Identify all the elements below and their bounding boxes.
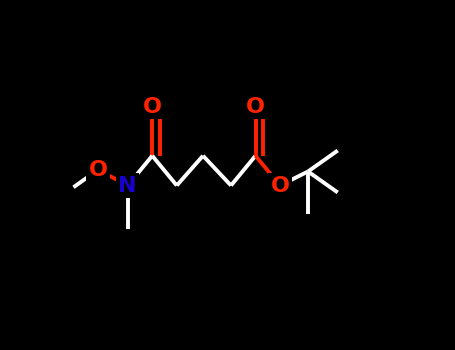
Text: O: O [143,97,162,117]
Text: O: O [271,175,289,196]
Text: O: O [246,97,265,117]
Text: O: O [89,160,107,180]
Text: N: N [118,175,137,196]
